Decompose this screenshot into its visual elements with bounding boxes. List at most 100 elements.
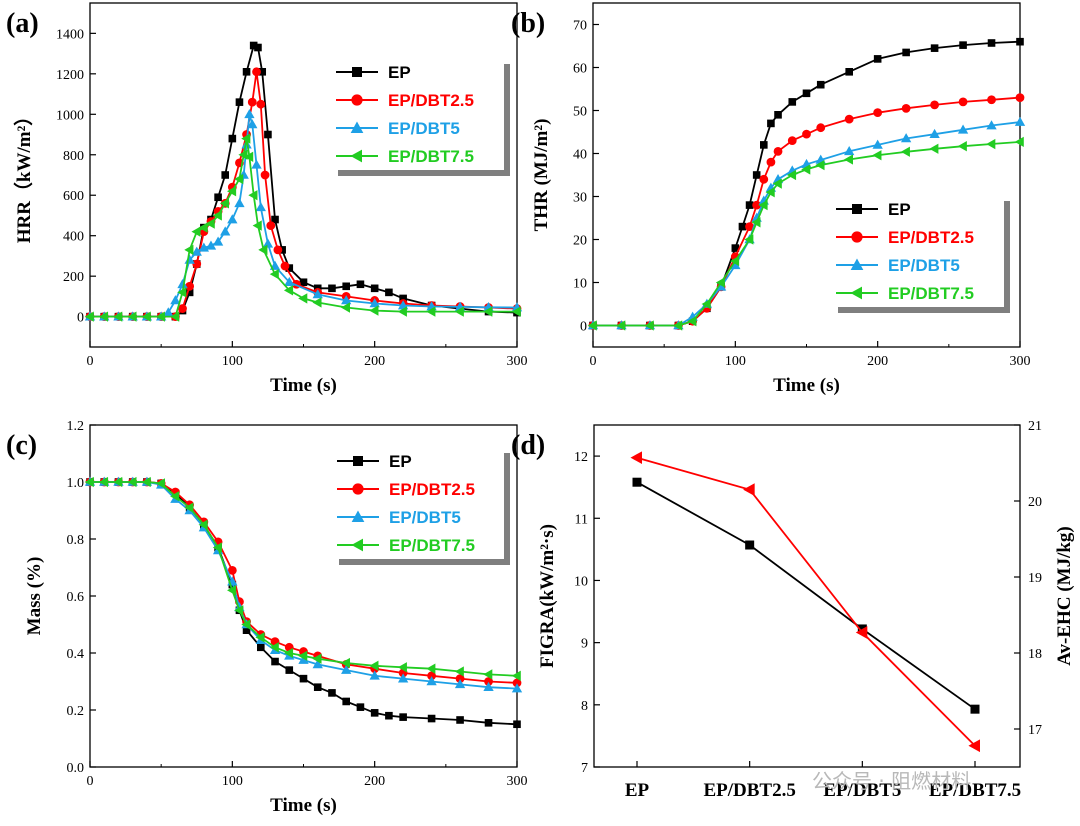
a-data-point — [252, 220, 262, 231]
c-legend-marker — [351, 538, 363, 552]
a-y-tick-label: 800 — [63, 149, 84, 164]
a-data-point — [511, 306, 521, 317]
a-data-point — [170, 295, 181, 305]
b-data-point — [772, 178, 782, 189]
c-data-point — [127, 476, 137, 488]
a-data-point — [227, 186, 237, 197]
a-data-point — [252, 67, 261, 77]
b-data-point — [788, 98, 797, 106]
b-data-point — [957, 124, 969, 134]
d-data-point — [968, 739, 980, 753]
c-data-point — [356, 703, 365, 711]
c-data-point — [285, 666, 294, 674]
b-data-point — [616, 320, 626, 331]
c-legend-marker — [352, 483, 364, 495]
d-category-label: EP/DBT5 — [823, 780, 901, 801]
b-data-point — [930, 100, 939, 110]
b-data-point — [786, 169, 797, 181]
b-y-axis-label: THR (MJ/m²) — [531, 119, 552, 232]
a-data-point — [177, 278, 188, 289]
watermark: 公众号 · 阻燃材料 — [812, 769, 971, 793]
d-y-tick-label: 10 — [574, 574, 588, 589]
c-data-point — [227, 565, 237, 575]
b-data-point — [930, 44, 939, 52]
c-x-axis-label: Time (s) — [270, 795, 337, 816]
a-data-point — [340, 302, 350, 313]
a-data-point — [212, 236, 224, 246]
b-data-point — [767, 119, 775, 128]
b-data-point — [751, 217, 761, 228]
c-x-tick-label: 100 — [222, 774, 243, 789]
a-data-point — [247, 97, 257, 107]
c-legend-marker — [351, 510, 365, 522]
c-data-point — [141, 476, 151, 488]
b-data-point — [986, 120, 997, 130]
b-legend-label: EP/DBT5 — [888, 256, 960, 275]
a-data-point — [266, 221, 276, 230]
a-data-point — [214, 193, 222, 202]
c-y-tick-label: 0.0 — [67, 761, 85, 776]
d-category-label: EP/DBT2.5 — [703, 780, 795, 801]
b-data-point — [957, 141, 967, 152]
a-data-point — [84, 311, 94, 322]
b-x-tick-label: 300 — [1010, 354, 1031, 369]
a-series-ep-dbt7-5 — [84, 133, 521, 322]
d-series-figra — [632, 477, 980, 714]
a-data-point — [113, 311, 123, 322]
b-data-point — [644, 320, 654, 331]
a-data-point — [98, 311, 109, 322]
a-data-point — [298, 293, 308, 304]
c-legend-marker — [353, 456, 363, 466]
b-data-point — [774, 111, 782, 119]
a-data-point — [192, 259, 202, 269]
a-data-point — [254, 43, 262, 52]
a-data-point — [369, 298, 380, 308]
c-data-point — [198, 519, 208, 530]
c-y-axis-label: Mass (%) — [24, 557, 45, 636]
a-data-point — [299, 278, 308, 287]
a-data-point — [269, 268, 279, 280]
b-legend-label: EP/DBT2.5 — [888, 228, 974, 247]
b-y-tick-label: 40 — [573, 148, 587, 163]
c-data-point — [454, 666, 464, 677]
a-data-point — [251, 159, 262, 169]
b-legend-label: EP/DBT7.5 — [888, 284, 974, 303]
a-data-point — [273, 245, 283, 255]
b-data-point — [816, 80, 825, 89]
a-x-tick-label: 200 — [364, 354, 385, 369]
panel-b-thr-chart: 0 100 200 300 0 10 20 30 40 50 60 70 Time (s) THR (MJ… — [511, 2, 1031, 396]
d-series-line — [636, 481, 976, 710]
c-data-point — [227, 585, 237, 596]
b-data-point — [844, 114, 854, 124]
b-data-point — [843, 154, 853, 165]
b-data-point — [1016, 37, 1024, 46]
c-data-point — [340, 657, 350, 669]
b-data-point — [687, 316, 697, 327]
c-data-point — [113, 476, 123, 488]
c-data-point — [484, 719, 493, 727]
d-data-point — [743, 483, 755, 496]
d-y-tick-label: 9 — [581, 637, 588, 652]
a-legend-label: EP/DBT5 — [388, 119, 460, 138]
a-data-point — [198, 242, 210, 252]
a-data-point — [328, 284, 336, 293]
b-data-point — [759, 174, 769, 184]
a-data-point — [312, 289, 323, 299]
c-data-point — [385, 711, 393, 720]
c-data-point — [255, 632, 265, 643]
c-data-point — [513, 720, 521, 729]
a-data-point — [256, 99, 266, 109]
c-data-point — [341, 664, 352, 674]
c-y-tick-label: 0.8 — [67, 533, 85, 548]
a-data-point — [483, 306, 493, 317]
c-y-tick-label: 0.2 — [67, 704, 85, 719]
b-legend-marker — [852, 204, 862, 214]
a-data-point — [228, 134, 237, 143]
c-data-point — [170, 491, 180, 502]
b-y-tick-label: 50 — [573, 105, 587, 120]
d-data-point — [630, 451, 642, 465]
b-data-point — [986, 138, 996, 150]
c-y-tick-label: 1.0 — [67, 476, 85, 491]
a-data-point — [141, 311, 151, 322]
a-y-tick-label: 1400 — [56, 27, 84, 42]
